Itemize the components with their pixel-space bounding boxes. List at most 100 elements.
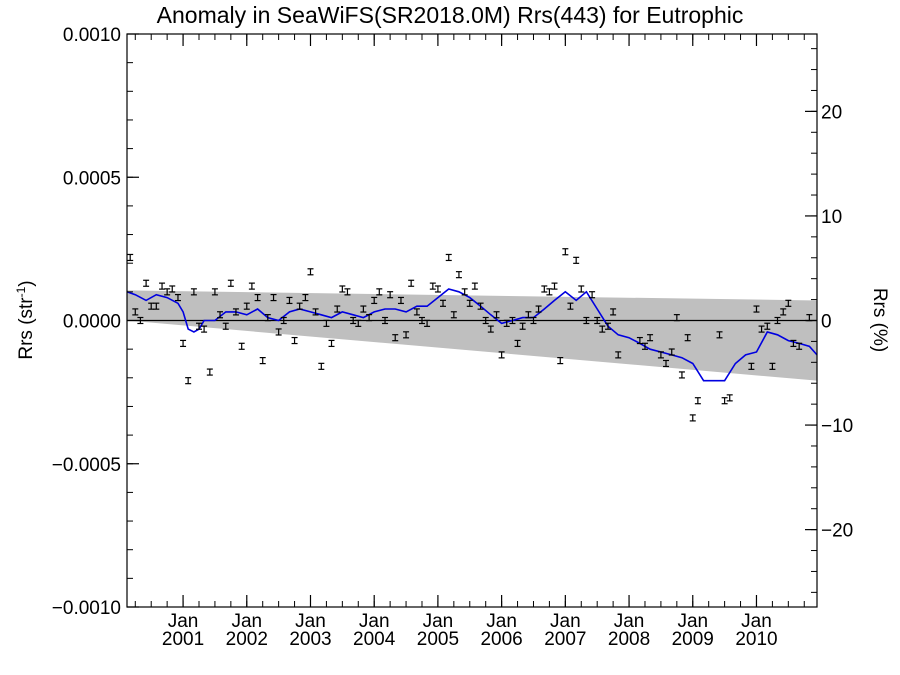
data-point (254, 293, 261, 302)
x-tick-year: 2002 (226, 629, 268, 650)
data-point (164, 288, 171, 296)
data-point (774, 316, 781, 325)
data-point (525, 311, 532, 319)
data-point (392, 334, 399, 342)
data-point (206, 368, 213, 376)
y-tick-label: 0.0010 (63, 25, 121, 46)
uncertainty-band (127, 290, 817, 381)
x-tick-year: 2008 (608, 629, 650, 650)
data-point (275, 328, 282, 336)
data-point (137, 316, 144, 325)
data-point (668, 348, 675, 356)
data-point (589, 291, 596, 299)
axis-labels-layer: −0.0010 −0.0005 0.0000 0.0005 0.0010 −20 −10 0 1… (14, 25, 890, 650)
data-point (248, 282, 255, 290)
data-point (647, 334, 654, 342)
x-tick-month: Jan (359, 611, 390, 632)
y2-axis-label: Rrs (%) (869, 288, 890, 352)
data-point (217, 311, 224, 319)
data-point (127, 253, 134, 262)
data-point (382, 316, 389, 325)
x-tick-month: Jan (550, 611, 581, 632)
data-point (764, 322, 771, 330)
data-point (323, 319, 330, 327)
data-point (514, 339, 521, 348)
data-point (259, 357, 266, 365)
data-point (132, 308, 139, 316)
data-point (769, 362, 776, 370)
data-point (201, 325, 208, 333)
data-point (758, 325, 765, 333)
data-point (748, 362, 755, 370)
data-point (264, 314, 271, 322)
data-point (312, 308, 319, 316)
data-point (403, 331, 410, 339)
data-point (493, 311, 500, 319)
data-point (418, 316, 425, 325)
data-point (429, 282, 436, 290)
data-point (344, 288, 351, 296)
data-point (461, 288, 468, 296)
data-point (557, 357, 564, 365)
data-point (424, 319, 431, 327)
data-point (366, 314, 373, 322)
x-tick-year: 2003 (289, 629, 331, 650)
data-point (780, 308, 787, 316)
data-point (434, 285, 441, 293)
data-point (599, 325, 606, 333)
data-point (726, 394, 733, 402)
data-point (641, 342, 648, 350)
data-point (376, 288, 383, 296)
data-point (397, 296, 404, 305)
data-point (503, 319, 510, 327)
data-point (466, 299, 473, 307)
y-axis-label: Rrs (str-1) (14, 280, 37, 359)
data-point (286, 296, 293, 305)
data-point (541, 285, 548, 293)
x-tick-month: Jan (295, 611, 326, 632)
data-point (371, 296, 378, 305)
data-point (530, 316, 537, 325)
data-point (605, 322, 612, 330)
data-point (487, 325, 494, 333)
x-tick-year: 2007 (544, 629, 586, 650)
x-tick-year: 2004 (353, 629, 396, 650)
data-point (413, 308, 420, 316)
y-tick-label: 0.0005 (63, 168, 121, 189)
data-points-layer (127, 248, 813, 422)
data-point (387, 291, 394, 299)
x-tick-year: 2009 (672, 629, 714, 650)
data-point (350, 316, 357, 325)
data-point (211, 288, 218, 296)
data-point (471, 282, 478, 290)
data-point (455, 271, 462, 279)
data-point (796, 342, 803, 350)
data-point (222, 322, 229, 330)
data-point (334, 305, 341, 313)
x-tick-year: 2001 (162, 629, 204, 650)
x-tick-month: Jan (231, 611, 262, 632)
data-point (615, 351, 622, 359)
data-point (339, 285, 346, 293)
data-point (509, 316, 516, 325)
data-point (307, 268, 314, 276)
data-point (594, 316, 601, 325)
data-point (270, 293, 277, 302)
data-point (328, 339, 335, 348)
data-point (318, 362, 325, 370)
x-tick-month: Jan (486, 611, 517, 632)
y2-tick-label: −10 (821, 416, 853, 437)
data-point (546, 288, 553, 296)
data-point (143, 279, 150, 287)
data-point (573, 256, 580, 264)
data-point (296, 302, 303, 310)
data-point (567, 302, 574, 310)
data-point (689, 414, 696, 422)
data-point (148, 302, 155, 310)
x-tick-month: Jan (741, 611, 772, 632)
data-point (243, 302, 250, 310)
data-point (227, 279, 234, 287)
data-point (535, 305, 542, 313)
data-point (445, 253, 452, 262)
